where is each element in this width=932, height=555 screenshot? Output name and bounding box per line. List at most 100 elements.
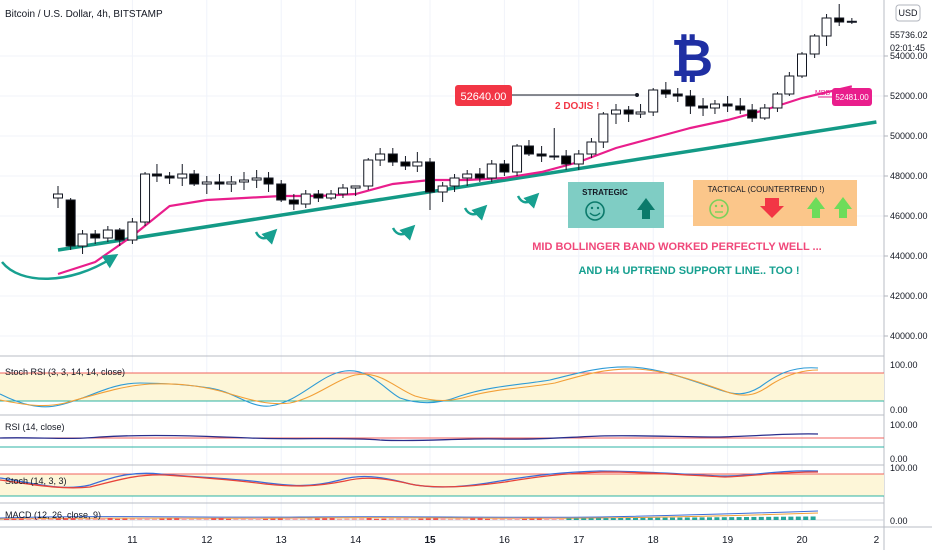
macd-histogram-bar [344,518,350,520]
macd-histogram-bar [470,518,476,520]
candle-body [486,163,497,179]
candle [276,180,287,202]
smiley-neutral-icon [709,199,729,219]
macd-histogram-bar [573,518,579,520]
macd-histogram-bar [588,518,594,520]
candle-countdown: 02:01:45 [890,43,925,53]
candle-body [821,17,832,37]
rsi-pane: RSI (14, close) 100.00 0.00 [0,420,918,464]
candle-body [611,109,621,115]
macd-histogram-bar [655,517,661,520]
candle-body [698,105,709,109]
candle-body [709,103,720,109]
time-axis[interactable]: 11 12 13 14 15 16 17 18 19 20 2 [127,535,879,546]
stoch-rsi-bottom: 0.00 [890,405,908,415]
bounce-arrow-icon [254,228,278,245]
candle [90,230,101,244]
macd-histogram-bar [18,518,24,520]
macd-histogram-bar [129,518,135,520]
macd-histogram-bar [714,517,720,520]
candle [239,172,249,190]
candle [350,185,361,196]
price-tick-label: 42000.00 [890,291,928,301]
stoch-label: Stoch (14, 3, 3) [5,476,67,486]
macd-histogram-bar [211,518,217,520]
macd-histogram-bar [300,518,305,520]
macd-histogram-bar [166,518,172,520]
candle [251,170,262,188]
time-tick-label: 16 [499,535,511,546]
macd-histogram-bar [11,518,17,520]
macd-histogram-bar [692,517,698,520]
macd-histogram-bar [277,518,283,520]
candle [288,194,299,210]
macd-histogram-bar [566,518,572,520]
candle-body [326,193,337,199]
candle [437,182,448,202]
macd-histogram-bar [292,518,298,520]
candle [611,104,621,124]
price-tick-label: 46000.00 [890,211,928,221]
macd-histogram-bar [684,517,690,520]
dojis-label: 2 DOJIS ! [555,101,599,112]
candle-body [772,93,783,109]
time-tick-label: 20 [796,535,808,546]
candle-body [263,177,274,185]
macd-histogram-bar [411,518,416,520]
candle [214,174,225,190]
macd-histogram-bar [122,518,128,520]
candle-body [313,193,324,199]
candle [462,170,473,186]
candle [140,172,151,226]
macd-histogram-bar [374,518,379,520]
macd-histogram-bar [48,518,54,520]
strategic-title: STRATEGIC [582,188,628,197]
candle-body [350,185,361,189]
candle-body [114,229,125,241]
currency-button[interactable]: USD [895,4,921,22]
macd-histogram-bar [448,518,453,520]
macd-histogram-bar [810,516,816,520]
price-tick-label: 48000.00 [890,171,928,181]
candle [226,176,237,192]
stoch-rsi-label: Stoch RSI (3, 3, 14, 14, close) [5,367,125,377]
time-tick-label: 18 [648,535,660,546]
time-tick-label: 2 [874,535,880,546]
candle-body [53,193,63,199]
candle [412,152,423,172]
macd-histogram-bar [647,517,653,520]
macd-histogram-bar [581,518,587,520]
candle [536,146,547,162]
macd-histogram-bar [396,518,402,520]
macd-histogram-bar [551,518,557,520]
macd-histogram-bar [359,518,365,520]
candle-body [523,145,534,155]
bounce-arrow-icon [463,204,488,221]
macd-histogram-bar [63,518,69,520]
macd-histogram-bar [433,518,439,520]
time-tick-label: 11 [127,535,138,546]
macd-histogram-bar [477,518,483,520]
macd-histogram-bar [603,518,609,520]
candle-body [127,221,138,241]
candle [151,164,162,182]
macd-histogram-bar [248,518,254,520]
stoch-top: 100.00 [890,463,918,473]
macd-histogram-bar [744,517,749,520]
candle-body [512,145,523,173]
macd-histogram-bar [4,518,9,520]
candle-body [759,107,770,119]
macd-histogram-bar [381,518,387,520]
candle-body [834,17,845,23]
candle [549,128,560,160]
strategic-box: STRATEGIC [568,182,664,228]
candle [449,174,460,192]
candle-body [226,181,237,185]
time-tick-label: 15 [424,535,436,546]
price-label-anchor [635,93,639,97]
candle [772,92,783,112]
candle-body [685,95,696,107]
candle-body [177,173,188,179]
price-axis[interactable]: 54000.00 52000.00 50000.00 48000.00 46000.00… [884,51,928,341]
macd-histogram-bar [625,517,631,520]
